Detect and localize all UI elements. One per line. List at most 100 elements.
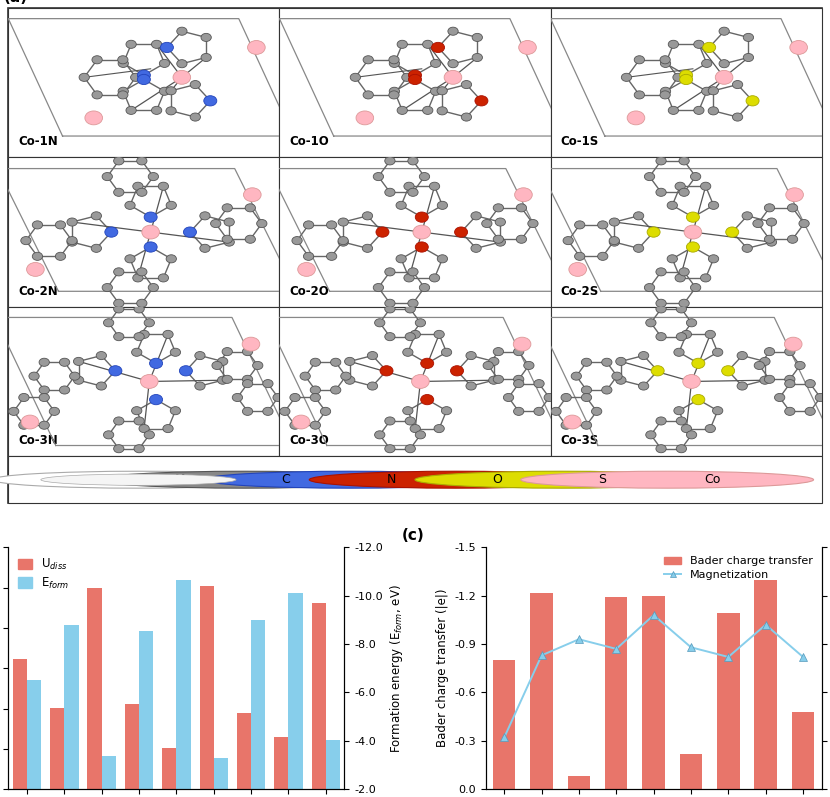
Circle shape bbox=[514, 375, 524, 383]
Circle shape bbox=[668, 41, 679, 49]
Circle shape bbox=[74, 376, 84, 384]
Circle shape bbox=[686, 242, 700, 252]
Circle shape bbox=[788, 235, 798, 243]
Circle shape bbox=[412, 375, 429, 388]
Circle shape bbox=[805, 407, 815, 415]
Circle shape bbox=[242, 337, 260, 351]
Circle shape bbox=[715, 70, 733, 84]
Circle shape bbox=[290, 394, 300, 402]
Circle shape bbox=[691, 284, 701, 292]
Bar bbox=[199, 586, 213, 789]
Circle shape bbox=[39, 386, 49, 394]
Circle shape bbox=[429, 183, 440, 190]
Circle shape bbox=[732, 80, 743, 88]
Circle shape bbox=[644, 284, 655, 292]
Circle shape bbox=[263, 407, 273, 415]
Circle shape bbox=[534, 407, 544, 415]
Circle shape bbox=[114, 299, 124, 308]
Circle shape bbox=[27, 262, 44, 277]
Circle shape bbox=[676, 332, 686, 340]
Circle shape bbox=[39, 394, 49, 402]
Text: S: S bbox=[598, 473, 606, 486]
Bar bbox=[237, 713, 251, 789]
Circle shape bbox=[754, 361, 764, 370]
Circle shape bbox=[737, 351, 747, 359]
Circle shape bbox=[759, 376, 770, 384]
Circle shape bbox=[766, 218, 777, 226]
Circle shape bbox=[222, 204, 232, 212]
Circle shape bbox=[415, 242, 428, 252]
Circle shape bbox=[217, 376, 227, 384]
Circle shape bbox=[581, 394, 592, 402]
Circle shape bbox=[434, 425, 444, 433]
Circle shape bbox=[22, 415, 39, 429]
Legend: Bader charge transfer, Magnetization: Bader charge transfer, Magnetization bbox=[661, 553, 816, 583]
Circle shape bbox=[166, 202, 177, 210]
Circle shape bbox=[245, 204, 256, 212]
Circle shape bbox=[118, 87, 129, 96]
Circle shape bbox=[212, 361, 222, 370]
Circle shape bbox=[544, 394, 554, 402]
Circle shape bbox=[524, 361, 534, 370]
Circle shape bbox=[408, 268, 418, 276]
Text: N: N bbox=[387, 473, 396, 486]
Circle shape bbox=[616, 357, 626, 366]
Circle shape bbox=[118, 56, 128, 64]
Circle shape bbox=[137, 268, 147, 276]
Circle shape bbox=[159, 183, 168, 190]
Bar bbox=[288, 593, 303, 789]
Circle shape bbox=[304, 253, 314, 261]
Circle shape bbox=[403, 348, 413, 356]
Circle shape bbox=[388, 56, 399, 64]
Circle shape bbox=[415, 319, 426, 327]
Circle shape bbox=[448, 60, 458, 68]
Bar bbox=[280, 8, 550, 157]
Circle shape bbox=[134, 445, 144, 453]
Y-axis label: Bader charge transfer (|e|): Bader charge transfer (|e|) bbox=[436, 589, 448, 748]
Circle shape bbox=[410, 330, 421, 339]
Circle shape bbox=[681, 425, 691, 433]
Circle shape bbox=[410, 425, 421, 433]
Circle shape bbox=[652, 366, 664, 376]
Circle shape bbox=[622, 73, 632, 81]
Circle shape bbox=[686, 431, 696, 439]
Circle shape bbox=[356, 111, 374, 125]
Bar bbox=[176, 580, 191, 789]
Circle shape bbox=[516, 235, 526, 243]
Text: (a): (a) bbox=[4, 0, 28, 6]
Circle shape bbox=[159, 87, 169, 96]
Circle shape bbox=[725, 227, 739, 238]
Text: Co-1S: Co-1S bbox=[560, 135, 598, 148]
Circle shape bbox=[389, 87, 399, 96]
Circle shape bbox=[408, 188, 418, 196]
Circle shape bbox=[389, 59, 399, 68]
Circle shape bbox=[166, 87, 176, 95]
Circle shape bbox=[41, 474, 236, 485]
Circle shape bbox=[676, 445, 686, 453]
Circle shape bbox=[471, 212, 481, 220]
Circle shape bbox=[211, 219, 221, 228]
Circle shape bbox=[290, 421, 300, 430]
Circle shape bbox=[92, 91, 102, 99]
Circle shape bbox=[405, 445, 415, 453]
Circle shape bbox=[609, 218, 619, 226]
Circle shape bbox=[764, 235, 774, 243]
Circle shape bbox=[774, 394, 785, 402]
Circle shape bbox=[102, 284, 112, 292]
Circle shape bbox=[471, 244, 481, 253]
Circle shape bbox=[434, 330, 444, 339]
Circle shape bbox=[514, 407, 524, 415]
Circle shape bbox=[742, 212, 752, 220]
Circle shape bbox=[656, 268, 666, 276]
Circle shape bbox=[503, 394, 514, 402]
Circle shape bbox=[686, 319, 696, 327]
Circle shape bbox=[200, 244, 210, 253]
Circle shape bbox=[39, 421, 49, 430]
Circle shape bbox=[142, 225, 159, 239]
Circle shape bbox=[203, 471, 496, 489]
Circle shape bbox=[114, 188, 124, 196]
Circle shape bbox=[310, 471, 602, 489]
Circle shape bbox=[656, 157, 666, 165]
Circle shape bbox=[326, 221, 337, 229]
Circle shape bbox=[592, 407, 602, 415]
